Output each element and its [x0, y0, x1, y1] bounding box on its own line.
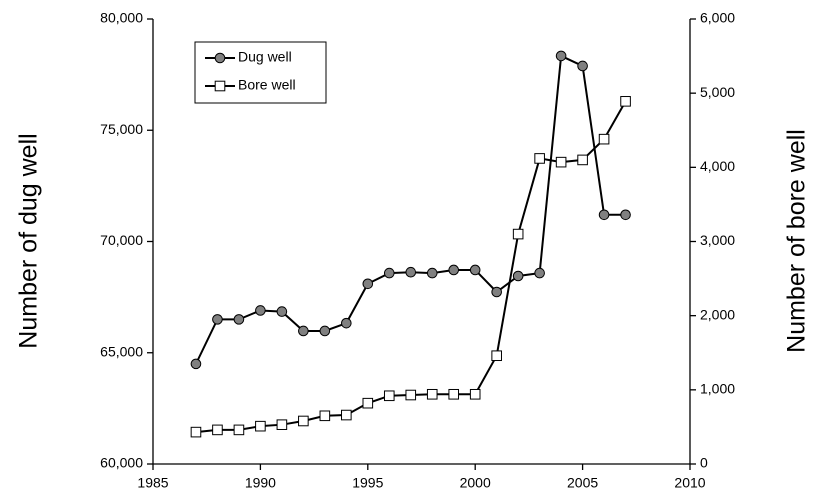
marker [383, 267, 395, 279]
marker [426, 388, 438, 400]
marker [255, 420, 266, 432]
y2-tick-label: 1,000 [700, 381, 735, 397]
marker [298, 325, 309, 337]
marker [534, 267, 545, 279]
y-axis-title: Number of dug well [15, 133, 43, 348]
marker [341, 317, 352, 329]
legend-label: Bore well [238, 77, 296, 93]
marker [555, 50, 567, 62]
y2-tick-label: 6,000 [700, 10, 735, 26]
marker [233, 424, 245, 436]
marker [448, 388, 460, 400]
x-tick-label: 2000 [460, 475, 491, 491]
marker [405, 266, 417, 278]
x-tick-label: 2010 [674, 475, 705, 491]
marker [276, 306, 288, 317]
marker [233, 314, 245, 325]
x-tick-label: 1990 [245, 475, 276, 491]
y-tick-label: 70,000 [100, 232, 143, 248]
marker [319, 410, 331, 422]
marker [577, 60, 588, 72]
marker [491, 350, 502, 362]
legend-label: Dug well [238, 49, 292, 65]
marker [190, 426, 202, 438]
marker [598, 133, 610, 145]
y2-tick-label: 3,000 [700, 232, 735, 248]
marker [190, 358, 202, 370]
marker [319, 325, 331, 337]
series-line [195, 100, 627, 434]
y2-tick-label: 4,000 [700, 158, 735, 174]
marker [620, 209, 631, 221]
y2-tick-label: 2,000 [700, 306, 735, 322]
marker [298, 415, 309, 427]
marker [276, 419, 288, 430]
marker [362, 397, 374, 409]
marker [598, 209, 610, 221]
x-tick-label: 1995 [352, 475, 383, 491]
marker [362, 278, 374, 290]
x-tick-label: 2005 [567, 475, 598, 491]
marker [426, 267, 438, 279]
y2-axis-title: Number of bore well [783, 129, 811, 353]
marker [255, 305, 266, 316]
legend-marker [214, 80, 226, 92]
y-tick-label: 75,000 [100, 121, 143, 137]
marker [405, 389, 417, 401]
marker [534, 153, 545, 164]
y-tick-label: 60,000 [100, 455, 143, 471]
legend-marker [214, 52, 226, 64]
y-tick-label: 80,000 [100, 10, 143, 26]
marker [512, 270, 524, 282]
marker [555, 156, 567, 168]
y-tick-label: 65,000 [100, 343, 143, 359]
marker [341, 409, 352, 421]
marker [383, 390, 395, 402]
x-tick-label: 1985 [137, 475, 168, 491]
marker [469, 388, 481, 400]
y2-tick-label: 5,000 [700, 84, 735, 100]
marker [577, 154, 588, 166]
marker [491, 286, 502, 298]
marker [448, 264, 460, 276]
y2-tick-label: 0 [700, 455, 708, 471]
marker [212, 314, 223, 325]
marker [512, 228, 524, 240]
marker [469, 264, 481, 276]
marker [620, 96, 631, 107]
legend-box [194, 41, 327, 104]
marker [212, 424, 223, 436]
